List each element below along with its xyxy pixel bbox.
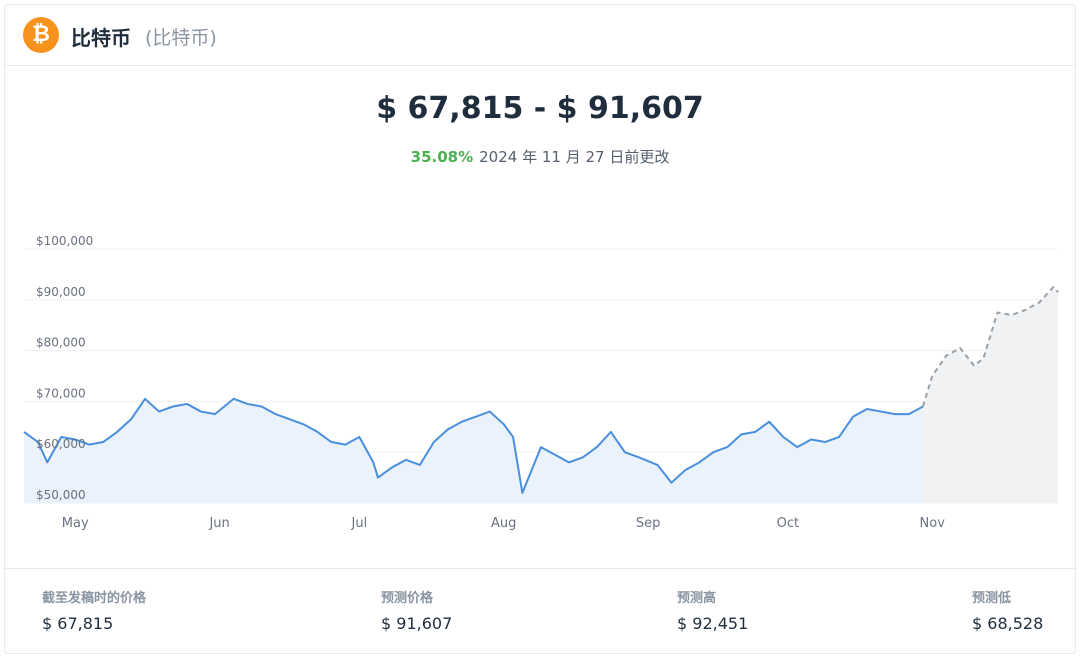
forecast-range: $ 67,815 - $ 91,607 — [376, 91, 704, 126]
stat-label: 预测高 — [677, 591, 717, 606]
y-tick-label: $80,000 — [36, 336, 86, 350]
forecast-area — [922, 287, 1058, 503]
stat-predicted-low: 预测低 $ 68,528 — [972, 587, 1043, 633]
stat-label: 预测价格 — [381, 591, 434, 606]
coin-name: 比特币 — [71, 26, 131, 50]
x-tick-label: Jun — [208, 516, 229, 531]
bitcoin-icon: ₿ — [23, 17, 59, 53]
y-tick-label: $100,000 — [36, 234, 93, 248]
stat-label: 截至发稿时的价格 — [42, 591, 147, 606]
change-text: 2024 年 11 月 27 日前更改 — [479, 148, 670, 166]
x-tick-label: Sep — [636, 516, 661, 531]
stat-predicted-price: 预测价格 $ 91,607 — [381, 587, 452, 633]
y-tick-label: $50,000 — [36, 488, 86, 502]
stat-value: $ 68,528 — [972, 614, 1044, 633]
stat-current-price: 截至发稿时的价格 $ 67,815 — [42, 587, 146, 633]
x-tick-label: Jul — [351, 516, 368, 531]
stat-value: $ 91,607 — [381, 614, 453, 633]
x-tick-label: Nov — [920, 516, 946, 531]
x-tick-label: Oct — [777, 516, 799, 531]
change-percent: 35.08% — [410, 148, 474, 166]
x-tick-label: Aug — [491, 516, 516, 531]
coin-subtitle: (比特币) — [145, 27, 217, 49]
y-tick-label: $90,000 — [36, 285, 86, 299]
price-chart: $50,000 $60,000 $70,000 $80,000 $90,000 $100,… — [23, 234, 1059, 531]
stat-label: 预测低 — [972, 591, 1012, 606]
forecast-change: 35.08% 2024 年 11 月 27 日前更改 — [5, 146, 1075, 167]
stat-value: $ 92,451 — [677, 614, 749, 633]
y-tick-label: $60,000 — [36, 437, 86, 451]
price-line — [23, 397, 924, 494]
x-tick-label: May — [62, 516, 89, 531]
stats-row: 截至发稿时的价格 $ 67,815 预测价格 $ 91,607 预测高 $ 92… — [5, 568, 1075, 654]
coin-header: ₿ 比特币 (比特币) — [5, 5, 1075, 66]
y-tick-label: $70,000 — [36, 386, 86, 400]
price-area — [24, 398, 923, 503]
price-prediction-card: ₿ 比特币 (比特币) $ 67,815 - $ 91,607 35.08% 20… — [4, 4, 1076, 654]
stat-predicted-high: 预测高 $ 92,451 — [677, 587, 748, 633]
stat-value: $ 67,815 — [42, 614, 114, 633]
